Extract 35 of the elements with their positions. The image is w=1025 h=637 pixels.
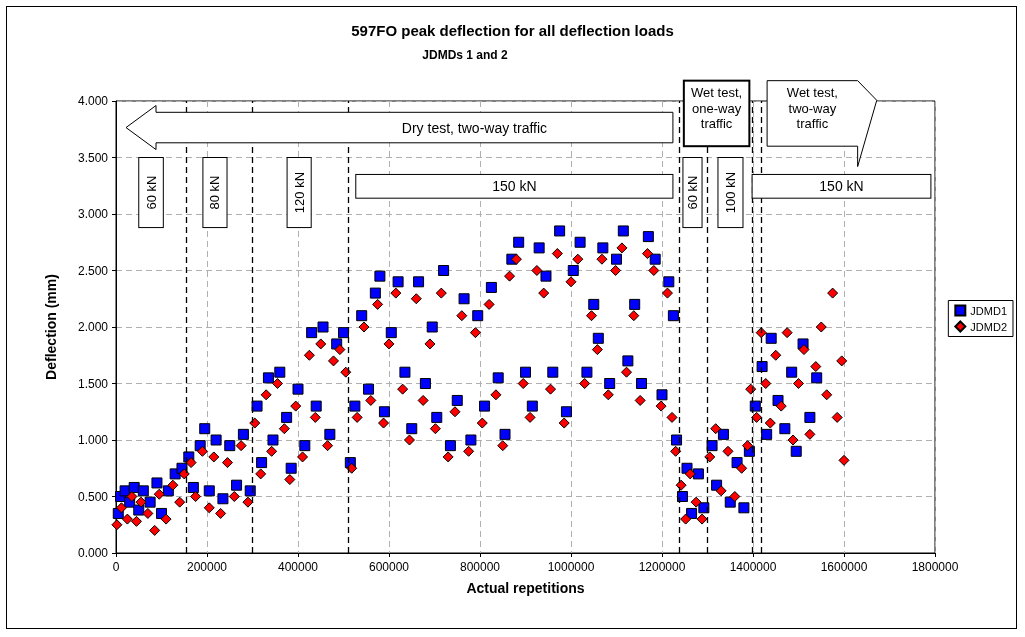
- x-tick-label: 1200000: [638, 560, 686, 574]
- annotation: 60 kN: [684, 175, 700, 210]
- y-tick-label: 3.000: [77, 207, 109, 221]
- annotation: Wet test, one-way traffic: [691, 84, 743, 132]
- annotation: 100 kN: [722, 171, 738, 214]
- x-tick-label: 400000: [277, 560, 319, 574]
- y-tick-label: 2.000: [77, 320, 109, 334]
- y-tick-label: 1.000: [77, 433, 109, 447]
- x-tick-label: 1600000: [820, 560, 868, 574]
- chart-subtitle: JDMDs 1 and 2: [422, 48, 509, 62]
- legend-label: JDMD1: [970, 304, 1007, 317]
- x-axis-title: Actual repetitions: [466, 580, 585, 596]
- annotation: 60 kN: [143, 175, 159, 210]
- x-tick-label: 1000000: [547, 560, 595, 574]
- x-tick-label: 600000: [368, 560, 410, 574]
- y-tick-label: 1.500: [77, 376, 109, 391]
- x-tick-label: 800000: [459, 560, 501, 574]
- legend-label: JDMD2: [970, 320, 1007, 333]
- annotation: Wet test, two-way traffic: [786, 84, 838, 132]
- annotation: 150 kN: [492, 178, 537, 195]
- annotation: 150 kN: [819, 178, 864, 195]
- annotation: Dry test, two-way traffic: [401, 119, 548, 136]
- annotation: 80 kN: [207, 175, 223, 210]
- y-tick-label: 4.000: [77, 94, 109, 108]
- x-tick-label: 1400000: [729, 560, 777, 574]
- annotation: 120 kN: [291, 171, 307, 214]
- x-tick-label: 0: [112, 560, 120, 574]
- y-tick-label: 3.500: [77, 150, 109, 165]
- y-tick-label: 2.500: [77, 263, 109, 278]
- y-tick-label: 0.000: [77, 546, 109, 560]
- x-tick-label: 1800000: [911, 560, 959, 574]
- x-tick-label: 200000: [186, 560, 228, 574]
- y-tick-label: 0.500: [77, 489, 109, 504]
- chart-title: 597FO peak deflection for all deflection loads: [351, 22, 674, 39]
- y-axis-title: Deflection (mm): [43, 274, 59, 380]
